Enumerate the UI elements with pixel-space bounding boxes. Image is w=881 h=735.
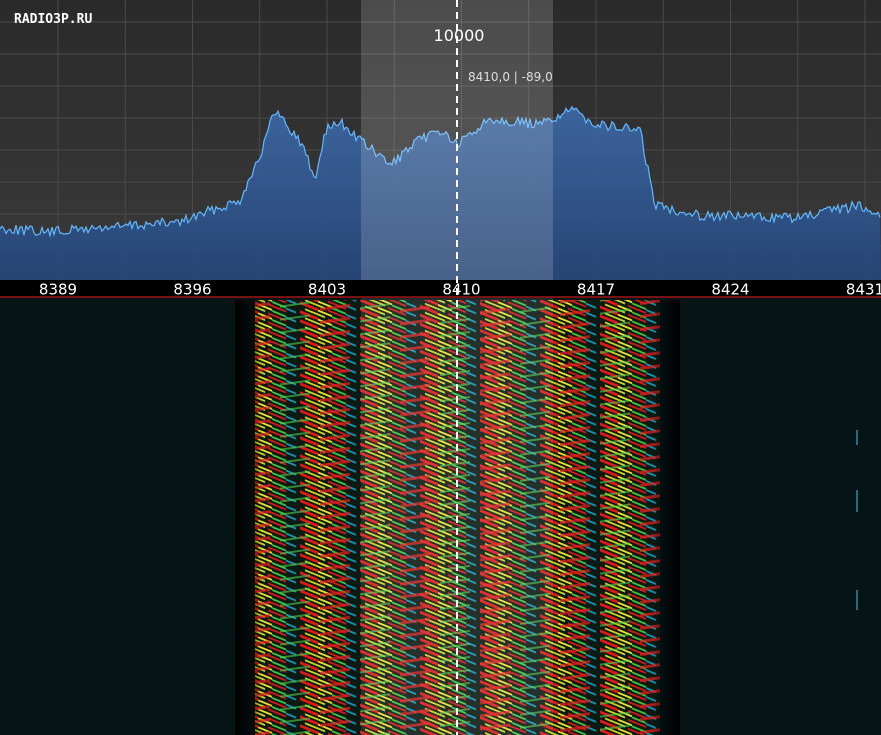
frequency-label: 8417 <box>577 281 615 299</box>
spectrum-trace <box>0 105 881 238</box>
spectrum-fill <box>0 106 881 281</box>
frequency-axis: 8389 8396 8403 8410 8417 8424 8431 <box>39 281 881 299</box>
bandwidth-label: 10000 <box>434 26 485 45</box>
frequency-label: 8410 <box>442 281 480 299</box>
frequency-bar <box>0 280 881 298</box>
cursor-readout: 8410,0 | -89,0 <box>468 70 553 84</box>
frequency-label: 8431 <box>846 281 881 299</box>
frequency-label: 8389 <box>39 281 77 299</box>
frequency-label: 8403 <box>308 281 346 299</box>
frequency-label: 8424 <box>711 281 749 299</box>
frequency-label: 8396 <box>173 281 211 299</box>
watermark: RADIO3P.RU <box>14 12 92 27</box>
